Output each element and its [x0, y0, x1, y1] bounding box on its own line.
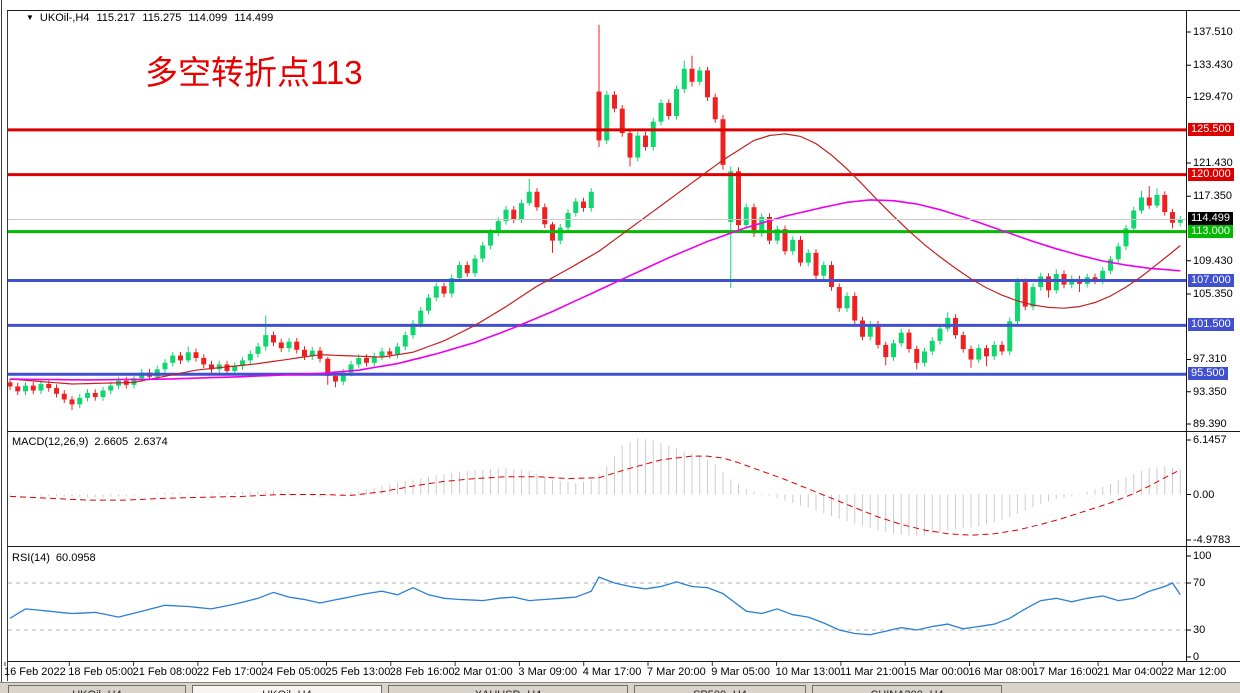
time-axis-label: 2 Mar 01:00: [454, 666, 513, 678]
time-axis-label: 22 Mar 12:00: [1161, 666, 1227, 678]
price-level-badge: 101.500: [1188, 318, 1234, 332]
time-axis-label: 10 Mar 13:00: [775, 666, 841, 678]
macd-signal-value: 2.6374: [134, 436, 168, 448]
price-axis-tick: 117.350: [1193, 190, 1232, 203]
time-axis-label: 22 Feb 17:00: [196, 666, 262, 678]
rsi-axis-tick: 100: [1193, 550, 1212, 562]
time-axis-label: 7 Mar 20:00: [647, 666, 706, 678]
macd-indicator-label: MACD(12,26,9) 2.6605 2.6374: [12, 436, 168, 448]
price-level-badge: 125.500: [1188, 122, 1234, 136]
rsi-axis-tick: 0: [1193, 651, 1200, 663]
time-axis-label: 11 Mar 21:00: [839, 666, 904, 678]
chart-symbol-timeframe: UKOil-,H4: [39, 12, 90, 24]
macd-main-value: 2.6605: [94, 436, 129, 448]
chart-tab-1[interactable]: UKOil-,H4: [192, 685, 382, 693]
chart-tab-3[interactable]: SP500-,H4: [634, 685, 806, 693]
macd-axis-tick: -4.9783: [1193, 534, 1231, 546]
rsi-value: 60.0958: [55, 552, 96, 564]
price-level-badge: 120.000: [1188, 167, 1234, 181]
rsi-axis-tick: 70: [1193, 577, 1206, 589]
price-axis-tick: 133.430: [1193, 59, 1233, 72]
price-level-badge: 107.000: [1188, 273, 1234, 287]
current-price-badge: 114.499: [1188, 212, 1233, 226]
time-axis-label: 4 Mar 17:00: [582, 666, 642, 678]
time-axis-label: 16 Mar 08:00: [968, 666, 1034, 678]
chart-tab-4[interactable]: CHINA300-,H4: [812, 685, 1002, 693]
macd-axis-tick: 6.1457: [1193, 434, 1227, 446]
price-level-badge: 95.500: [1188, 367, 1228, 381]
chart-tab-bar: UKOil-,H4 UKOil-,H4 XAUUSD-,H4 SP500-,H4 CHI…: [0, 682, 1240, 693]
time-axis-label: 25 Feb 13:00: [325, 666, 391, 678]
price-axis-tick: 105.350: [1193, 287, 1233, 300]
ohlc-low: 114.099: [188, 12, 228, 24]
time-axis-label: 15 Mar 00:00: [904, 666, 970, 678]
price-level-badge: 113.000: [1188, 224, 1233, 238]
time-axis-label: 17 Mar 16:00: [1032, 666, 1098, 678]
price-axis-tick: 137.510: [1193, 26, 1233, 38]
price-axis-tick: 93.350: [1193, 385, 1227, 398]
ohlc-open: 115.217: [96, 12, 136, 24]
macd-name: MACD(12,26,9): [12, 436, 89, 448]
chart-annotation-text[interactable]: 多空转折点113: [145, 54, 363, 91]
symbol-dropdown-icon[interactable]: ▼: [26, 13, 34, 22]
chart-tab-2[interactable]: XAUUSD-,H4: [388, 685, 628, 693]
time-axis-label: 21 Mar 04:00: [1097, 666, 1162, 678]
time-axis-label: 3 Mar 09:00: [518, 666, 578, 678]
rsi-indicator-label: RSI(14) 60.0958: [12, 552, 96, 564]
ohlc-high: 115.275: [142, 12, 182, 24]
macd-panel[interactable]: [8, 433, 1186, 546]
time-axis-label: 28 Feb 16:00: [389, 666, 455, 678]
rsi-panel[interactable]: [8, 549, 1186, 661]
time-axis-label: 9 Mar 05:00: [711, 666, 770, 678]
time-axis-label: 18 Feb 05:00: [68, 666, 134, 678]
price-axis-tick: 129.470: [1193, 91, 1233, 104]
rsi-axis-tick: 30: [1193, 624, 1206, 636]
ohlc-close: 114.499: [234, 12, 274, 24]
chart-title: ▼ UKOil-,H4 115.217 115.275 114.099 114.499: [26, 12, 273, 24]
price-axis-tick: 89.390: [1193, 418, 1227, 430]
price-axis-tick: 121.430: [1193, 156, 1233, 169]
time-axis-label: 16 Feb 2022: [4, 666, 66, 678]
price-axis-tick: 109.430: [1193, 254, 1233, 267]
time-axis-label: 21 Feb 08:00: [132, 666, 198, 678]
time-axis-label: 24 Feb 05:00: [261, 666, 327, 678]
chart-tab-0[interactable]: UKOil-,H4: [8, 685, 186, 693]
macd-axis-tick: 0.00: [1193, 488, 1215, 501]
rsi-name: RSI(14): [12, 552, 50, 564]
price-axis-tick: 97.310: [1193, 353, 1227, 366]
